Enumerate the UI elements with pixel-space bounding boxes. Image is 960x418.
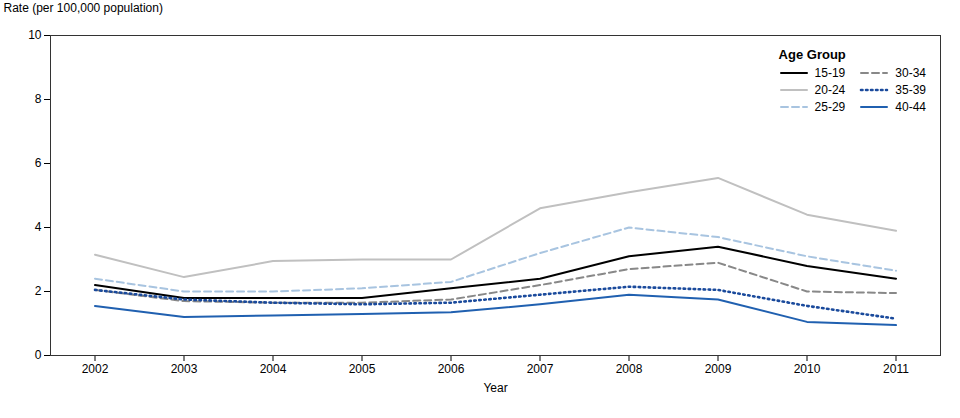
svg-text:2: 2 (35, 284, 42, 298)
svg-text:Year: Year (483, 381, 507, 395)
svg-text:2003: 2003 (171, 362, 198, 376)
html-text:35-39: 35-39 (895, 83, 926, 97)
svg-text:2004: 2004 (260, 362, 287, 376)
svg-text:10: 10 (28, 28, 42, 42)
svg-text:6: 6 (35, 156, 42, 170)
html-text:15-19: 15-19 (814, 66, 846, 80)
svg-text:2008: 2008 (616, 362, 643, 376)
svg-text:0: 0 (35, 348, 42, 362)
svg-text:2007: 2007 (527, 362, 554, 376)
svg-text:2011: 2011 (883, 362, 909, 376)
svg-text:2010: 2010 (794, 362, 821, 376)
svg-text:Rate (per 100,000 population): Rate (per 100,000 population) (4, 1, 163, 15)
svg-text:2006: 2006 (438, 362, 465, 376)
html-text:25-29: 25-29 (814, 100, 846, 114)
svg-text:2002: 2002 (82, 362, 109, 376)
svg-text:2005: 2005 (349, 362, 376, 376)
html-text:20-24: 20-24 (814, 83, 846, 97)
html-text:30-34: 30-34 (895, 66, 926, 80)
svg-text:4: 4 (35, 220, 42, 234)
svg-text:2009: 2009 (705, 362, 732, 376)
svg-text:8: 8 (35, 92, 42, 106)
html-text:40-44: 40-44 (895, 100, 926, 114)
html-text:Age Group: Age Group (778, 47, 846, 62)
